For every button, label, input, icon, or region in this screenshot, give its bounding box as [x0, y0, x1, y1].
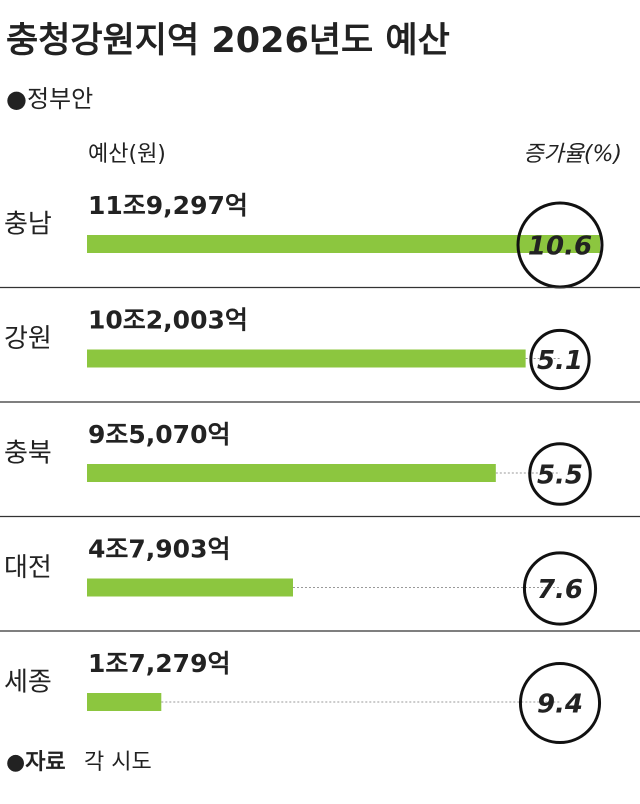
rate-label: 5.1 — [537, 346, 583, 376]
value-label: 11조9,297억 — [88, 191, 248, 220]
value-label: 4조7,903억 — [88, 535, 230, 564]
chart-title: 충청강원지역 2026년도 예산 — [6, 21, 450, 61]
rate-label: 5.5 — [537, 461, 583, 491]
bar — [87, 578, 293, 597]
category-label: 세종 — [4, 668, 52, 698]
rate-circle — [528, 442, 592, 506]
rate-circle — [522, 551, 598, 626]
rate-label: 7.6 — [537, 575, 583, 605]
rate-label: 10.6 — [528, 232, 592, 262]
bar — [87, 235, 600, 253]
category-label: 충북 — [4, 439, 52, 469]
source-label: ●자료 — [6, 750, 66, 775]
value-label: 1조7,279억 — [88, 649, 230, 678]
value-label: 10조2,003억 — [88, 306, 248, 335]
bar — [87, 349, 526, 368]
bar — [87, 464, 496, 482]
rate-circle — [518, 661, 602, 745]
series-header: 예산(원) — [88, 142, 166, 167]
category-label: 강원 — [4, 324, 52, 354]
source: 각 시도 — [84, 750, 152, 775]
series-header: 증가율(%) — [523, 142, 622, 167]
rate-label: 9.4 — [537, 690, 583, 720]
category-label: 대전 — [4, 553, 52, 583]
subtitle: ●정부안 — [6, 85, 93, 113]
value-label: 9조5,070억 — [88, 420, 230, 449]
rate-circle — [529, 328, 591, 391]
category-label: 충남 — [4, 210, 52, 240]
bar — [87, 693, 162, 711]
